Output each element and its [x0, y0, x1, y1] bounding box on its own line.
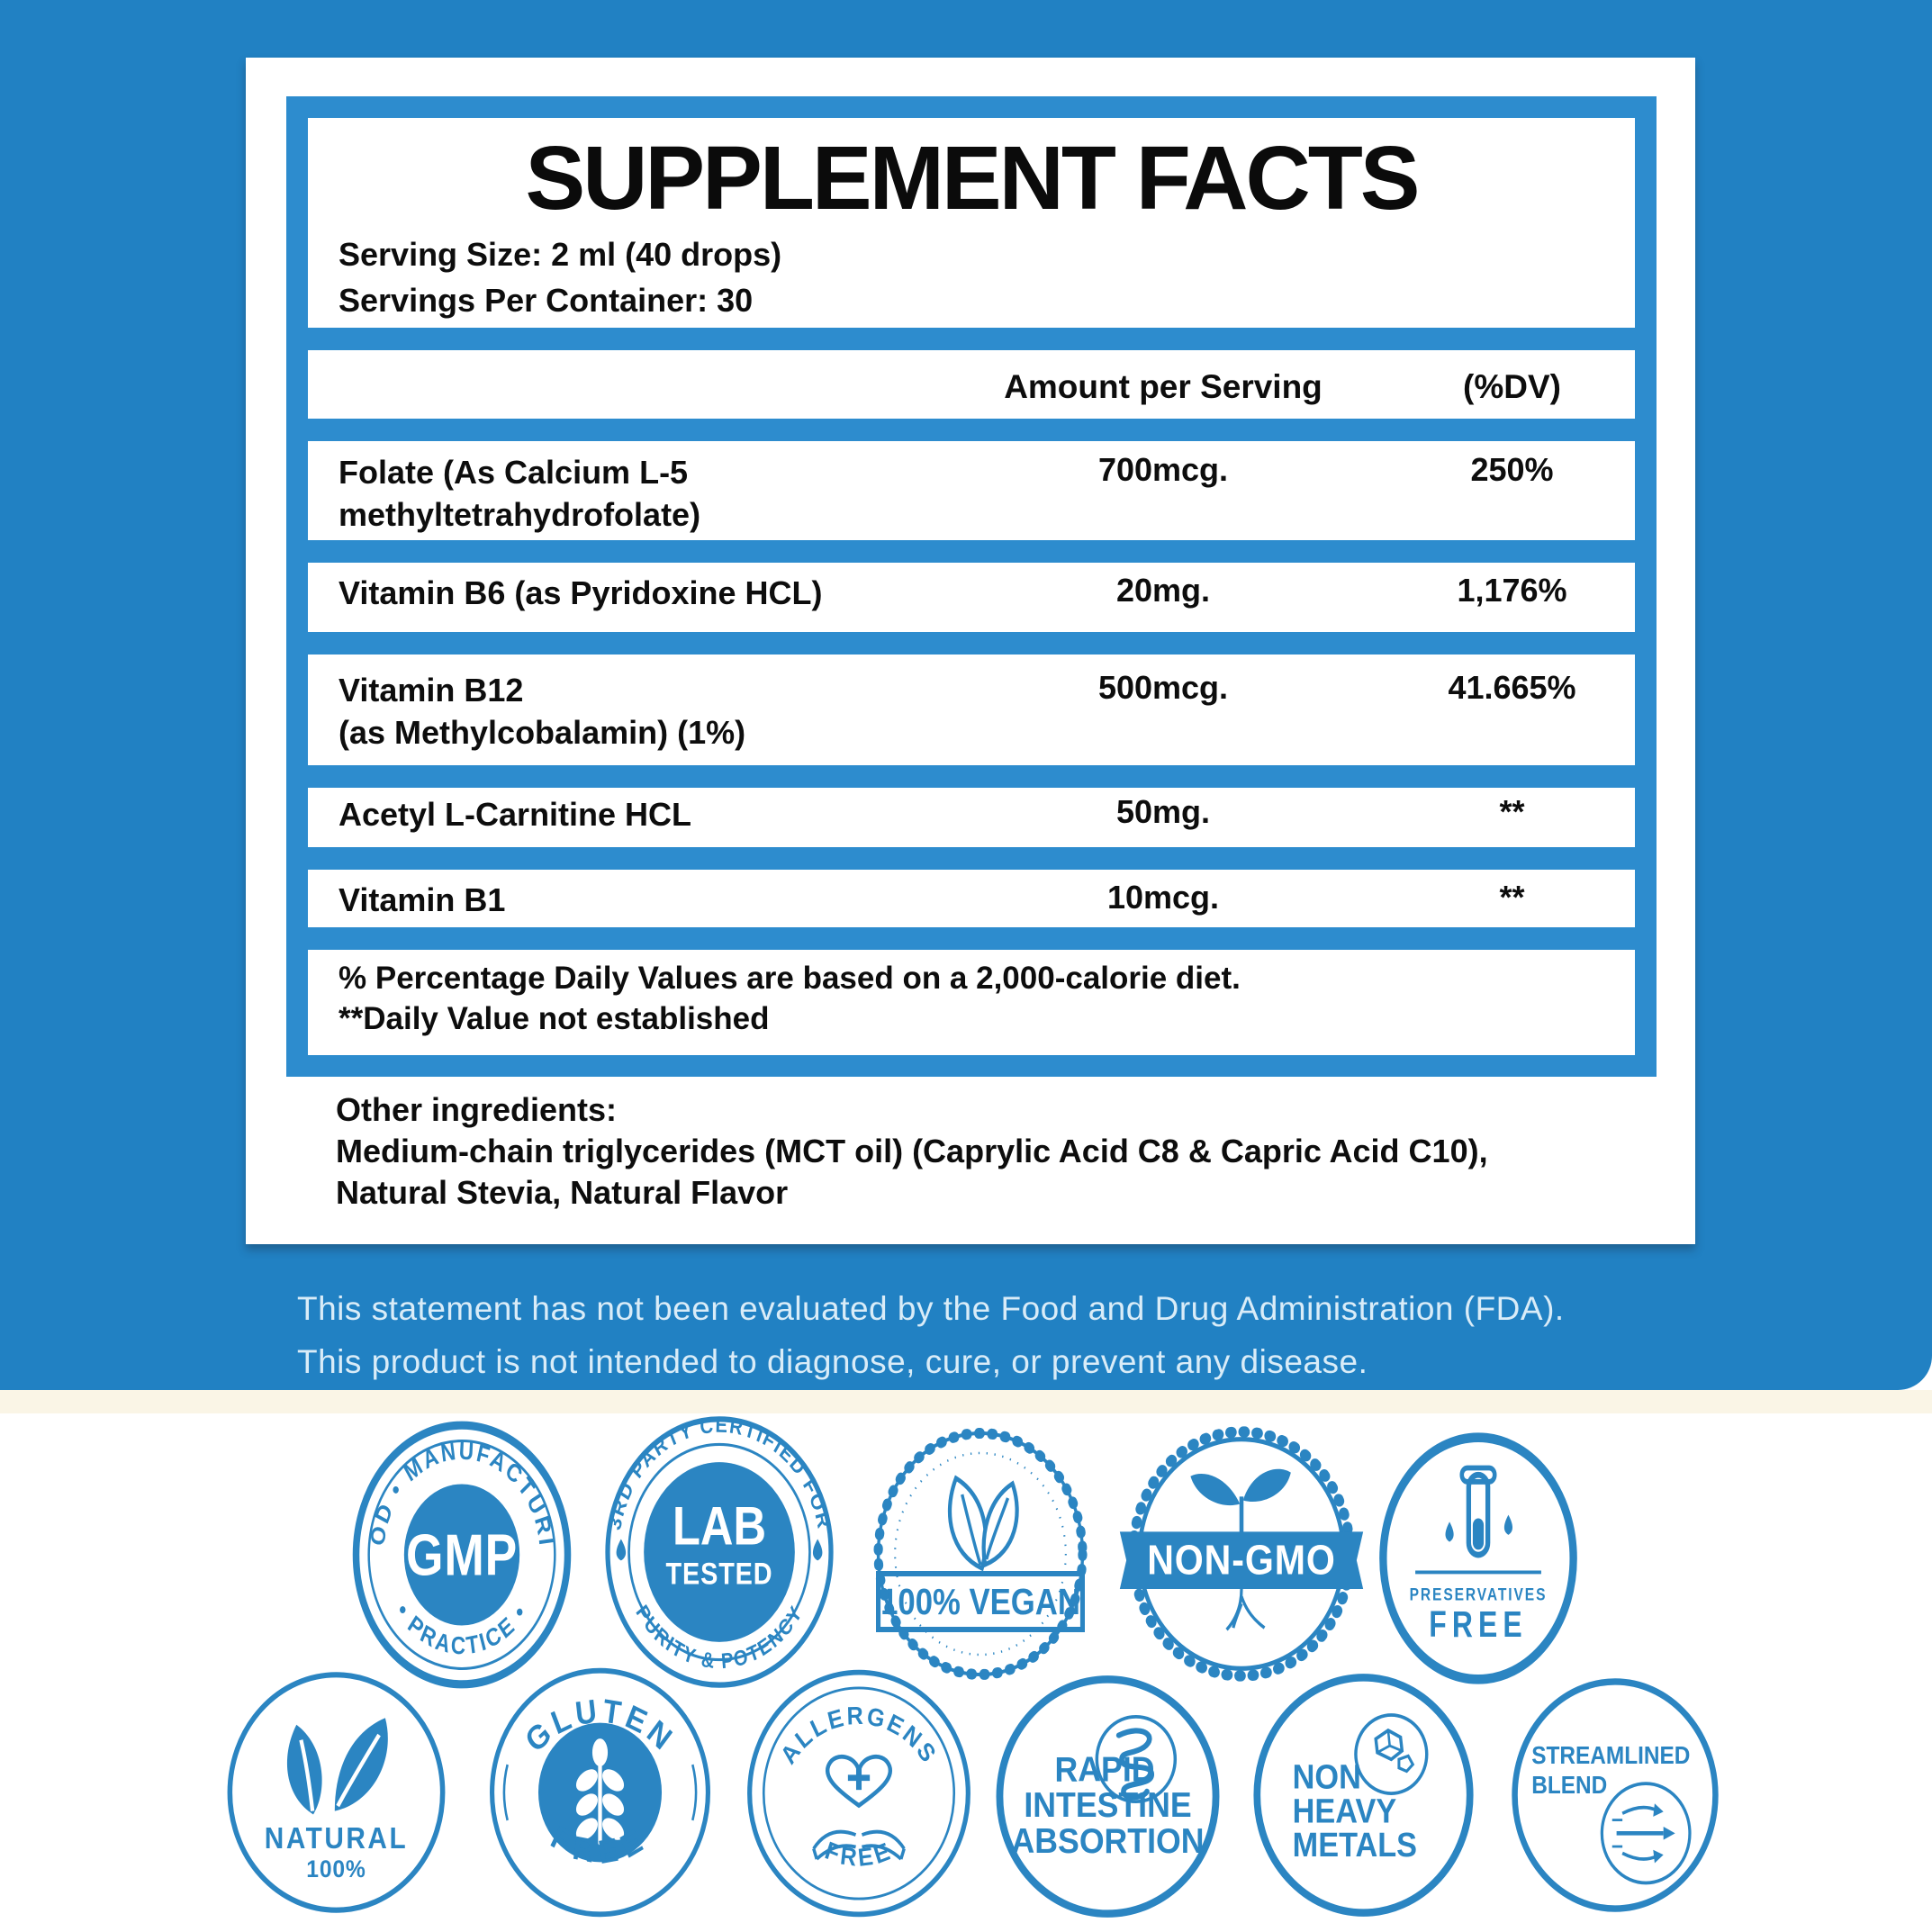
hands-icon: [812, 1829, 906, 1861]
nutrient-name: Vitamin B6 (as Pyridoxine HCL): [339, 574, 823, 611]
badge-non-heavy-metals: NON HEAVY METALS: [1253, 1674, 1474, 1917]
metal-rocks-icon: [1374, 1728, 1415, 1774]
rapid-line3: ABSORTION: [1012, 1820, 1205, 1860]
row-separator: [308, 540, 1635, 563]
non-heavy-line3: METALS: [1293, 1826, 1417, 1864]
serving-info: Serving Size: 2 ml (40 drops) Servings P…: [339, 236, 782, 319]
preservatives-line1: PRESERVATIVES: [1410, 1584, 1548, 1604]
leaves-icon: [286, 1718, 388, 1815]
vegan-label: 100% VEGAN: [880, 1582, 1080, 1622]
badge-streamlined-blend: STREAMLINED BLEND: [1512, 1678, 1719, 1912]
nutrient-dv: **: [1499, 793, 1525, 830]
blend-arrows-icon: [1612, 1803, 1675, 1864]
row-separator: [308, 765, 1635, 788]
lab-center-line1: LAB: [673, 1496, 766, 1557]
badge-gluten-free: GLUTEN FREE: [489, 1667, 711, 1918]
supplement-facts-panel: SUPPLEMENT FACTS Serving Size: 2 ml (40 …: [246, 58, 1695, 1244]
nutrient-amount: 700mcg.: [1097, 451, 1229, 488]
badge-100-percent-vegan: 100% VEGAN: [873, 1428, 1088, 1680]
allergens-arc-bottom-text: FREE: [822, 1836, 893, 1872]
badge-gmp: GOOD • MANUFACTURING • PRACTICE • GMP: [349, 1417, 572, 1689]
non-heavy-line2: HEAVY: [1293, 1792, 1397, 1830]
daily-value-footnote: % Percentage Daily Values are based on a…: [339, 961, 1241, 1036]
panel-title: SUPPLEMENT FACTS: [525, 128, 1421, 229]
vegan-banner: [876, 1571, 1085, 1632]
other-ingredients: Other ingredients: Medium-chain triglyce…: [336, 1091, 1488, 1211]
streamlined-line2: BLEND: [1531, 1771, 1607, 1800]
fda-disclaimer: This statement has not been evaluated by…: [297, 1290, 1565, 1380]
lab-center-line2: TESTED: [666, 1556, 773, 1591]
nutrient-amount: 50mg.: [1115, 793, 1211, 830]
nutrient-dv: **: [1499, 879, 1525, 916]
nutrient-dv: 1,176%: [1457, 572, 1567, 609]
facts-table-frame: SUPPLEMENT FACTS Serving Size: 2 ml (40 …: [286, 96, 1657, 1077]
non-gmo-ribbon: [1119, 1531, 1364, 1590]
nutrient-dv: 41.665%: [1448, 669, 1576, 706]
streamlined-line1: STREAMLINED: [1531, 1741, 1690, 1770]
natural-line1: NATURAL: [265, 1822, 408, 1855]
nutrient-amount: 500mcg.: [1097, 669, 1229, 706]
non-gmo-label: NON-GMO: [1147, 1537, 1336, 1584]
badge-natural-100: NATURAL 100%: [227, 1672, 446, 1913]
non-heavy-line1: NON: [1293, 1757, 1361, 1796]
row-separator: [308, 847, 1635, 870]
droplet-icon: [1445, 1521, 1454, 1542]
badge-allergens-free: ALLERGENS FREE: [747, 1669, 971, 1918]
test-tube-icon: [1445, 1465, 1512, 1558]
gmp-center-disc: [403, 1484, 520, 1626]
nutrient-amount: 20mg.: [1115, 572, 1211, 609]
nutrient-name: Folate (As Calcium L-5 methyltetrahydrof…: [339, 454, 701, 533]
nutrient-dv: 250%: [1470, 451, 1554, 488]
facts-table: SUPPLEMENT FACTS Serving Size: 2 ml (40 …: [308, 118, 1635, 1055]
badge-non-gmo: NON-GMO: [1119, 1426, 1364, 1682]
intestine-icon: [1115, 1728, 1155, 1801]
badge-rapid-intestine-absorption: RAPID INTESTINE ABSORTION: [996, 1675, 1220, 1918]
natural-line2: 100%: [306, 1855, 366, 1882]
amount-column-header: Amount per Serving: [1004, 368, 1323, 405]
cream-strip: [0, 1390, 1932, 1413]
leaves-icon: [947, 1475, 1019, 1572]
rapid-line1: RAPID: [1055, 1749, 1155, 1789]
badge-preservatives-free: PRESERVATIVES FREE: [1379, 1432, 1577, 1684]
row-separator: [308, 632, 1635, 655]
rapid-line2: INTESTINE: [1024, 1785, 1191, 1825]
nutrient-name: Acetyl L-Carnitine HCL: [339, 796, 692, 833]
row-separator: [308, 419, 1635, 441]
row-separator: [308, 328, 1635, 350]
sprout-icon: [1190, 1468, 1291, 1534]
droplet-icon: [616, 1539, 627, 1561]
heart-cross-icon: [826, 1754, 892, 1809]
row-separator: [308, 927, 1635, 950]
allergens-arc-bottom: FREE: [822, 1836, 896, 1872]
roots-icon: [1225, 1588, 1266, 1631]
nutrient-name: Vitamin B1: [339, 881, 506, 918]
badge-lab-tested: 3RD PARTY CERTIFIED FOR PURITY & POTENCY…: [604, 1413, 834, 1688]
wheat-icon: [575, 1738, 625, 1846]
droplet-icon: [1503, 1514, 1512, 1535]
gmp-center-label: GMP: [406, 1521, 518, 1587]
dv-column-header: (%DV): [1463, 368, 1561, 405]
nutrient-amount: 10mcg.: [1106, 879, 1220, 916]
droplet-icon: [812, 1539, 823, 1561]
preservatives-line2: FREE: [1429, 1603, 1527, 1645]
nutrient-name: Vitamin B12 (as Methylcobalamin) (1%): [339, 672, 746, 751]
